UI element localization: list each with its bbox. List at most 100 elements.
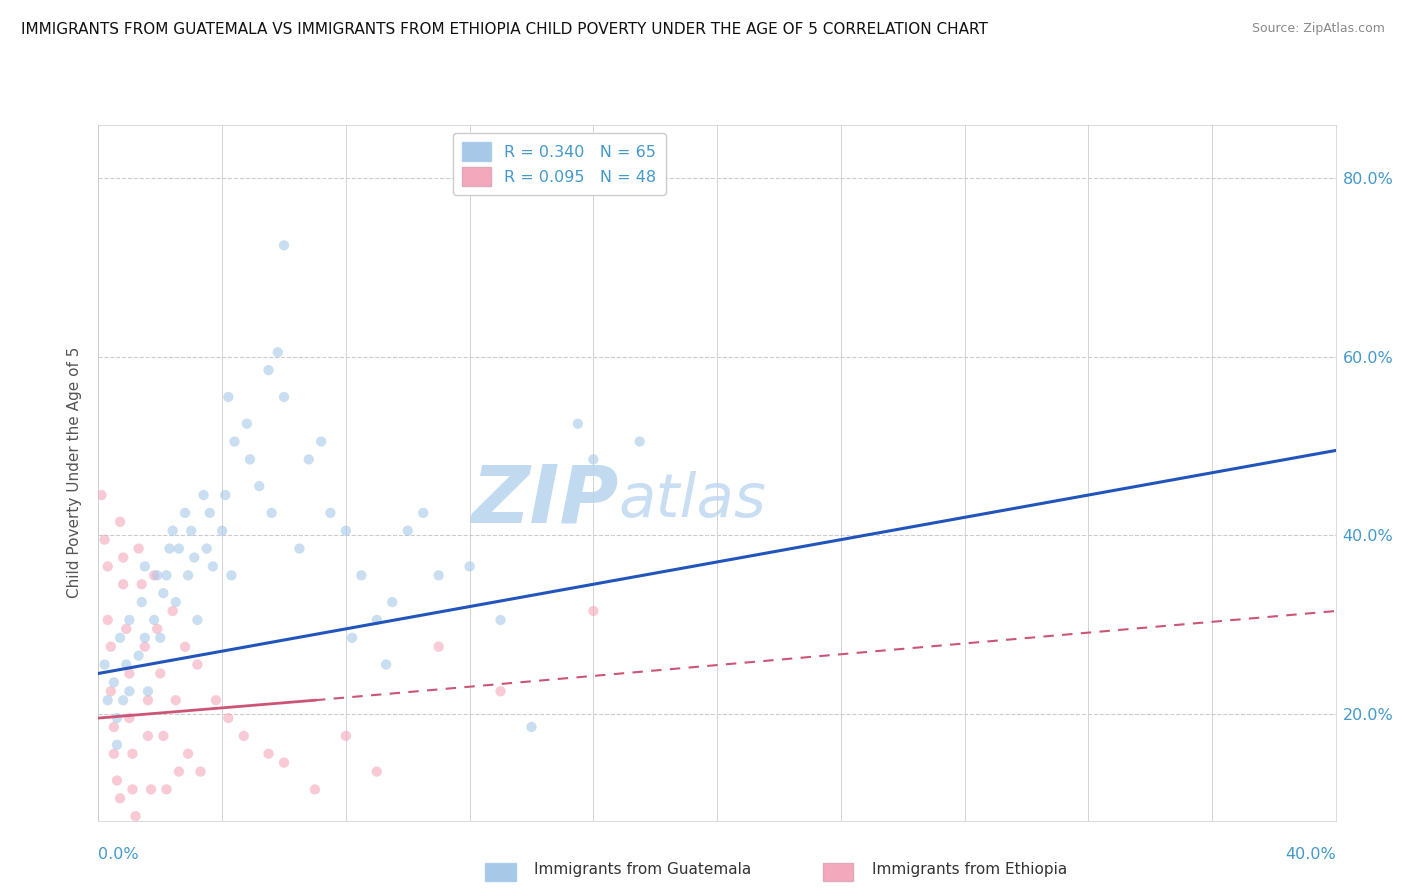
Point <box>273 238 295 252</box>
Text: Source: ZipAtlas.com: Source: ZipAtlas.com <box>1251 22 1385 36</box>
Point <box>155 782 177 797</box>
Point <box>134 559 156 574</box>
Point <box>309 434 332 449</box>
Point <box>340 631 363 645</box>
Point <box>149 631 172 645</box>
Point <box>211 524 233 538</box>
Point <box>118 711 141 725</box>
Point <box>273 756 295 770</box>
Point <box>224 434 246 449</box>
Point <box>177 568 200 582</box>
Point <box>257 363 280 377</box>
Point <box>232 729 254 743</box>
Point <box>198 506 221 520</box>
Point <box>93 533 115 547</box>
Text: atlas: atlas <box>619 471 766 530</box>
Point <box>205 693 228 707</box>
Point <box>412 506 434 520</box>
Point <box>458 559 481 574</box>
Point <box>165 693 187 707</box>
Point <box>143 613 166 627</box>
Point <box>103 747 125 761</box>
Point <box>236 417 259 431</box>
Point <box>100 640 122 654</box>
Point <box>247 479 270 493</box>
Point <box>146 568 169 582</box>
Point <box>174 640 197 654</box>
Point <box>155 568 177 582</box>
Point <box>260 506 283 520</box>
Point <box>136 729 159 743</box>
Point <box>489 613 512 627</box>
Point <box>201 559 224 574</box>
Point <box>298 452 321 467</box>
Point <box>136 684 159 698</box>
Point <box>103 675 125 690</box>
Point <box>186 613 208 627</box>
Point <box>97 613 120 627</box>
Point <box>105 773 128 788</box>
Point <box>190 764 212 779</box>
Point <box>108 631 131 645</box>
Legend: R = 0.340   N = 65, R = 0.095   N = 48: R = 0.340 N = 65, R = 0.095 N = 48 <box>453 133 665 195</box>
Point <box>112 577 135 591</box>
Text: Immigrants from Guatemala: Immigrants from Guatemala <box>534 863 752 877</box>
Text: ZIP: ZIP <box>471 461 619 540</box>
Point <box>115 657 138 672</box>
Point <box>121 747 143 761</box>
Point <box>152 729 174 743</box>
Point <box>567 417 589 431</box>
Point <box>143 568 166 582</box>
Point <box>152 586 174 600</box>
Point <box>118 613 141 627</box>
Text: Immigrants from Ethiopia: Immigrants from Ethiopia <box>872 863 1067 877</box>
Point <box>118 666 141 681</box>
Point <box>93 657 115 672</box>
Point <box>183 550 205 565</box>
Y-axis label: Child Poverty Under the Age of 5: Child Poverty Under the Age of 5 <box>67 347 83 599</box>
Point <box>121 782 143 797</box>
Point <box>134 631 156 645</box>
Point <box>319 506 342 520</box>
Point <box>489 684 512 698</box>
Point <box>128 541 150 556</box>
Point <box>335 729 357 743</box>
Point <box>582 604 605 618</box>
Point <box>105 711 128 725</box>
Point <box>139 782 162 797</box>
Point <box>288 541 311 556</box>
Point <box>427 640 450 654</box>
Point <box>103 720 125 734</box>
Text: IMMIGRANTS FROM GUATEMALA VS IMMIGRANTS FROM ETHIOPIA CHILD POVERTY UNDER THE AG: IMMIGRANTS FROM GUATEMALA VS IMMIGRANTS … <box>21 22 988 37</box>
Text: 0.0%: 0.0% <box>98 847 139 863</box>
Point <box>118 684 141 698</box>
Point <box>257 747 280 761</box>
Point <box>90 488 112 502</box>
Point <box>350 568 373 582</box>
Point <box>273 390 295 404</box>
Point <box>167 541 190 556</box>
Point <box>149 666 172 681</box>
Point <box>112 693 135 707</box>
Point <box>221 568 243 582</box>
Point <box>136 693 159 707</box>
Point <box>112 550 135 565</box>
Point <box>131 595 153 609</box>
Point <box>162 524 184 538</box>
Point <box>375 657 398 672</box>
Point <box>174 506 197 520</box>
Point <box>128 648 150 663</box>
Point <box>165 595 187 609</box>
Point <box>105 738 128 752</box>
Point <box>146 622 169 636</box>
Point <box>217 390 239 404</box>
Point <box>193 488 215 502</box>
Point <box>214 488 236 502</box>
Point <box>115 622 138 636</box>
Text: 40.0%: 40.0% <box>1285 847 1336 863</box>
Point <box>304 782 326 797</box>
Point <box>177 747 200 761</box>
Point <box>582 452 605 467</box>
Point <box>628 434 651 449</box>
Point <box>335 524 357 538</box>
